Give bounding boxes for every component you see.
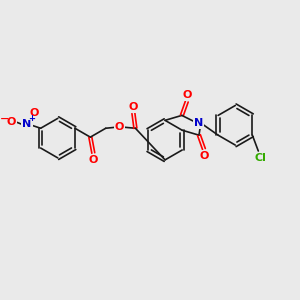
Text: O: O [129,101,138,112]
Text: −: − [0,114,9,124]
Text: O: O [29,108,38,118]
Text: O: O [6,117,16,127]
Text: O: O [182,90,191,100]
Text: O: O [199,151,208,161]
Text: O: O [115,122,124,132]
Text: Cl: Cl [254,153,266,163]
Text: N: N [194,118,203,128]
Text: N: N [22,119,32,129]
Text: O: O [88,155,98,165]
Text: +: + [28,114,35,123]
